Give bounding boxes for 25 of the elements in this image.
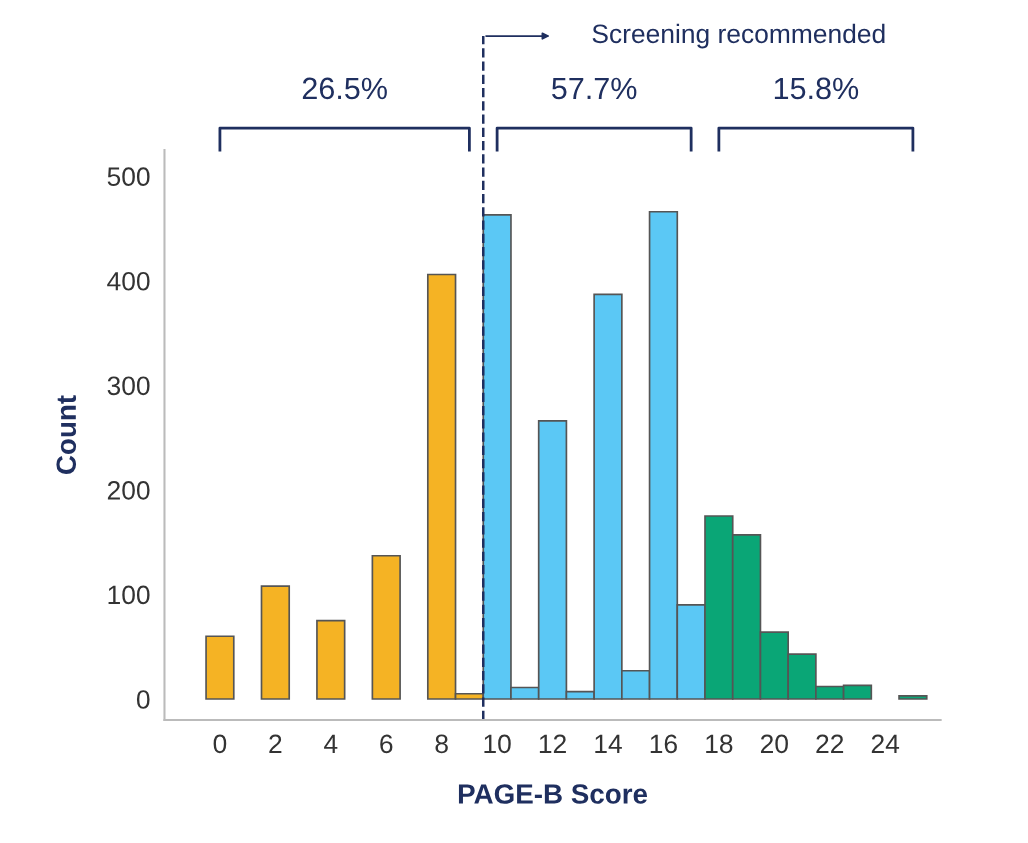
x-tick-label: 16	[650, 734, 677, 754]
x-tick-label: 12	[539, 734, 566, 753]
y-tick-label: 500	[107, 167, 150, 187]
y-axis-title: Count	[56, 395, 77, 474]
x-tick-label: 24	[871, 734, 900, 753]
ref-line-label: Screening recommended	[592, 23, 885, 49]
x-tick-label: 2	[269, 734, 282, 753]
x-tick-label: 18	[706, 734, 733, 754]
x-tick-label: 10	[484, 734, 511, 754]
x-tick-label: 20	[760, 734, 788, 754]
y-tick-label: 300	[107, 376, 150, 396]
x-tick-label: 6	[380, 734, 393, 754]
y-tick-label: 0	[136, 690, 150, 709]
x-tick-label: 0	[213, 734, 227, 754]
x-tick-label: 4	[324, 734, 338, 753]
text: 26.5%	[302, 77, 387, 100]
x-tick-label: 8	[435, 734, 448, 754]
text: 57.7%	[552, 77, 637, 100]
x-tick-label: 22	[816, 734, 844, 753]
y-tick-label: 100	[108, 585, 150, 605]
text: 15.8%	[774, 77, 859, 100]
y-tick-label: 200	[107, 481, 150, 500]
y-tick-label: 400	[107, 271, 150, 291]
x-axis-title: PAGE-B Score	[458, 784, 648, 804]
x-tick-label: 14	[595, 734, 622, 753]
